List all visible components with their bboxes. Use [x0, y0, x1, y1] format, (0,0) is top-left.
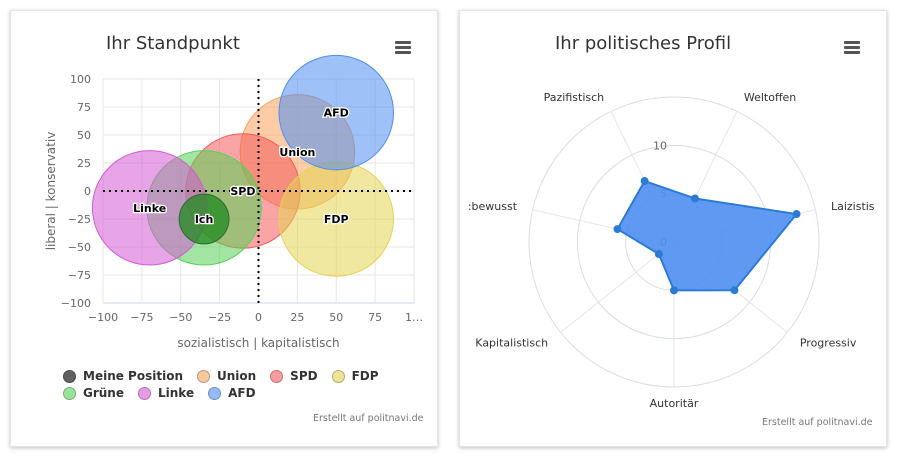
category-label: Laizistis	[831, 200, 875, 213]
x-tick-label: 75	[368, 311, 382, 324]
legend-marker-icon	[208, 386, 222, 400]
legend-label: Grüne	[83, 386, 124, 400]
x-tick-label: −75	[130, 311, 153, 324]
radar-point	[792, 210, 801, 219]
credit-link[interactable]: Erstellt auf politnavi.de	[313, 413, 424, 424]
standpunkt-chart-card: Ihr Standpunkt −100 −75 −50 −25 0 25 50 75 1… 100…	[10, 10, 438, 447]
data-label: Union	[279, 146, 315, 159]
radar-point	[640, 177, 649, 186]
data-label: SPD	[230, 185, 255, 198]
category-label: Weltoffen	[744, 91, 796, 104]
profil-chart-card: Ihr politisches Profil 0510WeltoffenLaiz…	[459, 10, 887, 447]
x-tick-label: 1…	[405, 311, 423, 324]
legend-item[interactable]: Meine Position	[63, 369, 183, 383]
x-tick-label: −50	[169, 311, 192, 324]
radar-spoke	[560, 241, 675, 333]
y-tick-label: 50	[77, 129, 91, 142]
x-tick-label: −100	[88, 311, 118, 324]
legend-item[interactable]: Linke	[138, 386, 194, 400]
data-label: FDP	[324, 213, 349, 226]
chart-title: Ihr politisches Profil	[555, 33, 732, 54]
radar-point	[730, 286, 739, 295]
y-tick-label: 25	[77, 157, 91, 170]
x-tick-label: 25	[290, 311, 304, 324]
category-label: Autoritär	[650, 397, 699, 410]
legend-item[interactable]: Union	[196, 369, 257, 383]
radar-point	[654, 250, 663, 259]
category-label: :bewusst	[468, 200, 518, 213]
y-tick-label: −25	[68, 213, 91, 226]
legend-label: AFD	[228, 386, 256, 400]
y-tick-label: −50	[68, 241, 91, 254]
legend-marker-icon	[196, 369, 210, 383]
menu-line-icon	[395, 46, 411, 49]
legend-item[interactable]: SPD	[270, 369, 318, 383]
x-axis-title: sozialistisch | kapitalistisch	[177, 336, 339, 350]
legend-item[interactable]: Grüne	[63, 386, 124, 400]
y-tick-label: −100	[61, 297, 91, 310]
category-label: Progressiv	[800, 336, 857, 349]
y-tick-label: −75	[68, 269, 91, 282]
chart-title: Ihr Standpunkt	[106, 33, 240, 54]
data-label: Ich	[195, 213, 213, 226]
menu-line-icon	[844, 41, 860, 44]
radar-point	[690, 194, 699, 203]
bubble-chart: −100 −75 −50 −25 0 25 50 75 1… 100 75 50 25 0 −25 −50 −7…	[44, 54, 423, 350]
legend-marker-icon	[331, 369, 345, 383]
legend-marker-icon	[63, 386, 76, 400]
legend-label: Union	[216, 369, 257, 383]
legend-marker-icon	[270, 369, 284, 383]
legend-marker-icon	[63, 369, 76, 383]
bubble-afd	[278, 54, 394, 171]
x-tick-label: 0	[255, 311, 262, 324]
category-label: Kapitalistisch	[475, 336, 548, 349]
legend-item[interactable]: FDP	[331, 369, 379, 383]
radar-point	[613, 225, 622, 234]
y-axis-title: liberal | konservativ	[44, 132, 58, 251]
radar-area	[616, 179, 799, 292]
legend-marker-icon	[138, 386, 151, 400]
radial-tick-label: 10	[653, 139, 667, 152]
y-tick-label: 100	[70, 73, 91, 86]
x-tick-label: 50	[329, 311, 343, 324]
radar-point	[670, 286, 678, 295]
credit-link[interactable]: Erstellt auf politnavi.de	[762, 417, 873, 428]
legend-item[interactable]: AFD	[208, 386, 256, 400]
category-label: Pazifistisch	[544, 91, 605, 104]
x-tick-label: −25	[208, 311, 231, 324]
legend-label: SPD	[290, 369, 318, 383]
data-label: AFD	[324, 107, 349, 120]
menu-line-icon	[844, 46, 860, 49]
menu-line-icon	[395, 51, 411, 54]
chart-menu-button[interactable]	[395, 41, 411, 54]
legend-label: FDP	[351, 369, 379, 383]
y-tick-label: 0	[84, 185, 91, 198]
data-label: Linke	[133, 202, 166, 215]
bubble-meine-position	[178, 193, 230, 245]
legend-label: Linke	[158, 386, 195, 400]
chart-menu-button[interactable]	[844, 41, 860, 54]
y-tick-label: 75	[77, 101, 91, 114]
chart-legend: Meine Position Union SPD FDP Grüne Linke AFD	[63, 369, 403, 403]
radar-chart: 0510WeltoffenLaizistisProgressivAutoritä…	[468, 91, 875, 410]
menu-line-icon	[395, 41, 411, 44]
menu-line-icon	[844, 51, 860, 54]
legend-label: Meine Position	[83, 369, 183, 383]
